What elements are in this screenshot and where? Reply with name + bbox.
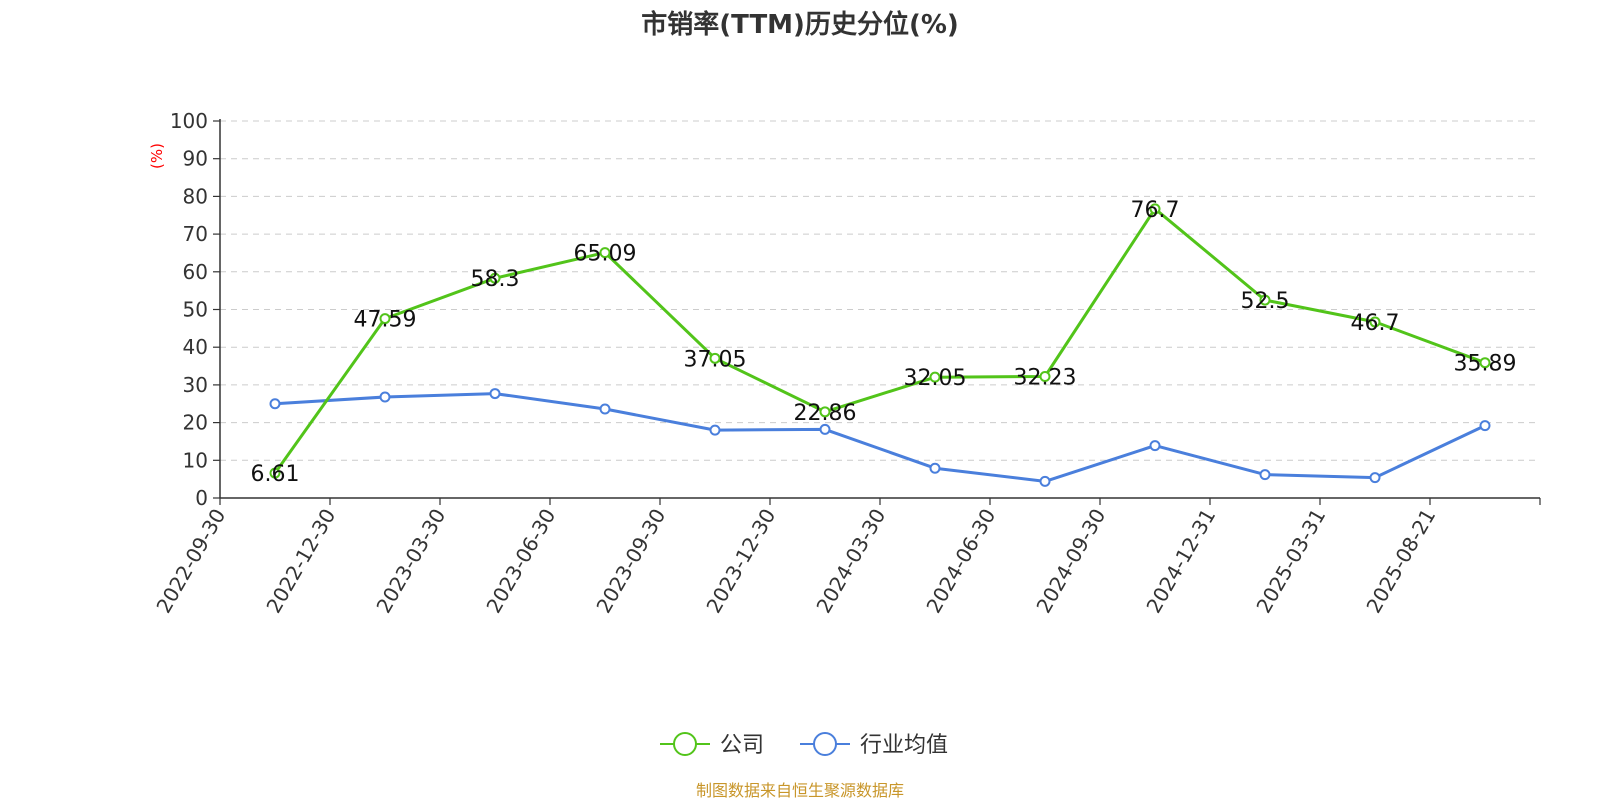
x-tick-label: 2022-09-30 — [151, 505, 230, 618]
data-point[interactable] — [489, 388, 501, 400]
data-point[interactable] — [599, 403, 611, 415]
series-line — [274, 392, 1486, 483]
legend-marker-icon[interactable] — [813, 732, 837, 756]
grid-lines — [220, 120, 1540, 461]
y-tick-label: 70 — [183, 222, 208, 246]
x-tick-label: 2024-12-31 — [1141, 505, 1220, 618]
y-tick-label: 30 — [183, 373, 208, 397]
data-point[interactable] — [819, 406, 831, 418]
data-point[interactable] — [269, 398, 281, 410]
data-point[interactable] — [1149, 203, 1161, 215]
data-point[interactable] — [819, 423, 831, 435]
x-tick-label: 2022-12-30 — [261, 505, 340, 618]
legend[interactable]: 公司 行业均值 — [660, 732, 948, 758]
data-point[interactable] — [1479, 357, 1491, 369]
x-tick-label: 2023-06-30 — [481, 505, 560, 618]
data-point[interactable] — [929, 462, 941, 474]
y-axis-label: (%) — [148, 143, 166, 169]
data-point[interactable] — [269, 467, 281, 479]
data-point[interactable] — [1039, 475, 1051, 487]
y-tick-label: 40 — [183, 335, 208, 359]
legend-label[interactable]: 公司 — [720, 733, 764, 758]
y-tick-label: 90 — [183, 147, 208, 171]
data-label: 35.89 — [1454, 352, 1517, 377]
data-point[interactable] — [1369, 316, 1381, 328]
y-tick-label: 10 — [183, 448, 208, 472]
x-tick-label: 2025-08-21 — [1361, 505, 1440, 618]
data-label: 47.59 — [354, 308, 417, 333]
data-label: 58.3 — [471, 267, 520, 292]
data-label: 6.61 — [251, 462, 300, 487]
y-tick-label: 100 — [170, 109, 208, 133]
x-tick-label: 2024-03-30 — [811, 505, 890, 618]
x-tick-label: 2023-03-30 — [371, 505, 450, 618]
data-point[interactable] — [709, 352, 721, 364]
data-label: 32.05 — [904, 366, 967, 391]
data-label: 46.7 — [1351, 311, 1400, 336]
data-label: 22.86 — [794, 401, 857, 426]
data-label: 65.09 — [574, 242, 637, 267]
chart-title: 市销率(TTM)历史分位(%) — [641, 9, 959, 40]
data-point[interactable] — [379, 313, 391, 325]
source-note: 制图数据来自恒生聚源数据库 — [696, 781, 904, 800]
y-tick-label: 60 — [183, 260, 208, 284]
y-tick-label: 80 — [183, 184, 208, 208]
data-point[interactable] — [379, 391, 391, 403]
data-point[interactable] — [1479, 420, 1491, 432]
data-point[interactable] — [1369, 472, 1381, 484]
legend-label[interactable]: 行业均值 — [860, 733, 948, 758]
x-tick-label: 2025-03-31 — [1251, 505, 1330, 618]
data-point[interactable] — [1259, 294, 1271, 306]
series-line — [273, 207, 1486, 474]
data-point[interactable] — [1259, 469, 1271, 481]
x-tick-label: 2024-09-30 — [1031, 505, 1110, 618]
x-tick-label: 2023-09-30 — [591, 505, 670, 618]
legend-marker-icon[interactable] — [673, 732, 697, 756]
data-point[interactable] — [709, 424, 721, 436]
data-point[interactable] — [599, 247, 611, 259]
x-tick-label: 2024-06-30 — [921, 505, 1000, 618]
data-point[interactable] — [489, 272, 501, 284]
data-label: 32.23 — [1014, 365, 1077, 390]
y-tick-label: 50 — [183, 298, 208, 322]
x-tick-label: 2023-12-30 — [701, 505, 780, 618]
data-point[interactable] — [1149, 440, 1161, 452]
y-tick-label: 0 — [195, 486, 208, 510]
axes: 0 10 20 30 40 50 60 70 80 90 100 2022-09-30 2022-12-… — [151, 109, 1541, 618]
data-label: 37.05 — [684, 347, 747, 372]
data-point[interactable] — [1039, 370, 1051, 382]
data-label: 76.7 — [1131, 198, 1180, 223]
data-point[interactable] — [929, 371, 941, 383]
series-layer: 6.61 47.59 58.3 65.09 37.05 22.86 32.05 32.23 76… — [251, 198, 1517, 487]
y-tick-label: 20 — [183, 411, 208, 435]
data-label: 52.5 — [1241, 289, 1290, 314]
